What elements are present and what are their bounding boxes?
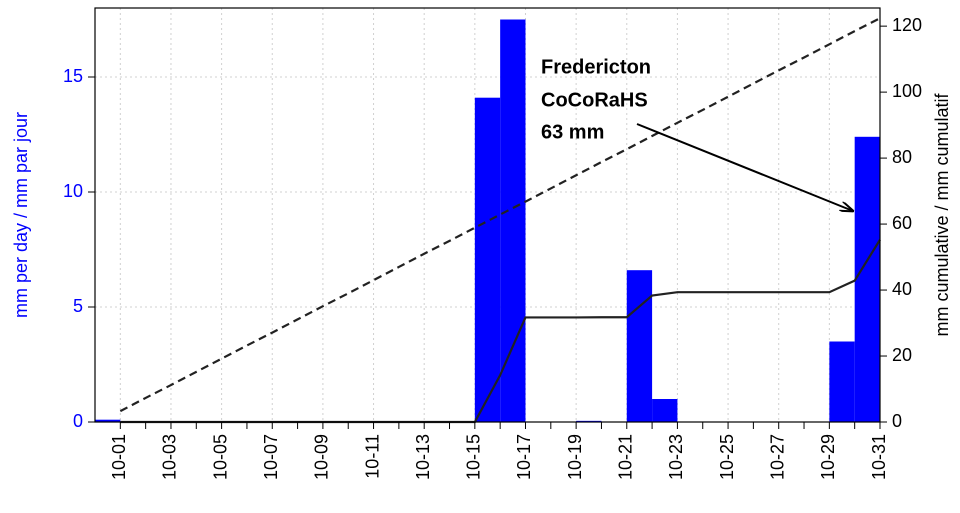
y2-tick-label: 0 [892,411,902,431]
y2-tick-label: 80 [892,147,912,167]
y2-tick-label: 60 [892,213,912,233]
bar [652,399,678,422]
x-tick-label: 10-15 [464,434,484,480]
x-tick-label: 10-09 [312,434,332,480]
x-tick-label: 10-23 [666,434,686,480]
y2-tick-label: 20 [892,345,912,365]
bar [626,270,653,422]
plot-frame [94,7,881,423]
y-tick-label: 10 [63,181,83,201]
x-tick-label: 10-05 [210,434,230,480]
y-tick-label: 5 [73,296,83,316]
x-tick-label: 10-11 [362,434,382,479]
y2-tick-label: 100 [892,81,922,101]
bar [95,419,121,422]
bar [474,97,501,422]
x-tick-label: 10-03 [160,434,180,480]
marks [95,17,881,424]
x-tick-label: 10-29 [818,434,838,480]
annotation-line: 63 mm [541,121,604,143]
x-tick-label: 10-17 [514,434,534,480]
y2-tick-label: 120 [892,15,922,35]
x-tick-label: 10-27 [767,434,787,480]
x-tick-label: 10-31 [869,434,889,480]
bar [854,136,880,423]
bar [829,341,855,422]
y-tick-label: 15 [63,66,83,86]
x-tick-label: 10-01 [109,434,129,480]
bar [500,19,526,422]
y-tick-label: 0 [73,411,83,431]
y2-axis-label: mm cumulative / mm cumulatif [932,92,952,336]
annotation-line: CoCoRaHS [541,89,648,111]
x-tick-label: 10-07 [261,434,281,480]
annotation-line: Fredericton [541,56,651,78]
x-tick-label: 10-19 [565,434,585,480]
x-tick-label: 10-13 [413,434,433,480]
x-tick-label: 10-21 [616,434,636,480]
y2-tick-label: 40 [892,279,912,299]
x-tick-label: 10-25 [717,434,737,480]
annotation-arrow [636,123,853,211]
y-axis-label: mm per day / mm par jour [11,112,31,318]
